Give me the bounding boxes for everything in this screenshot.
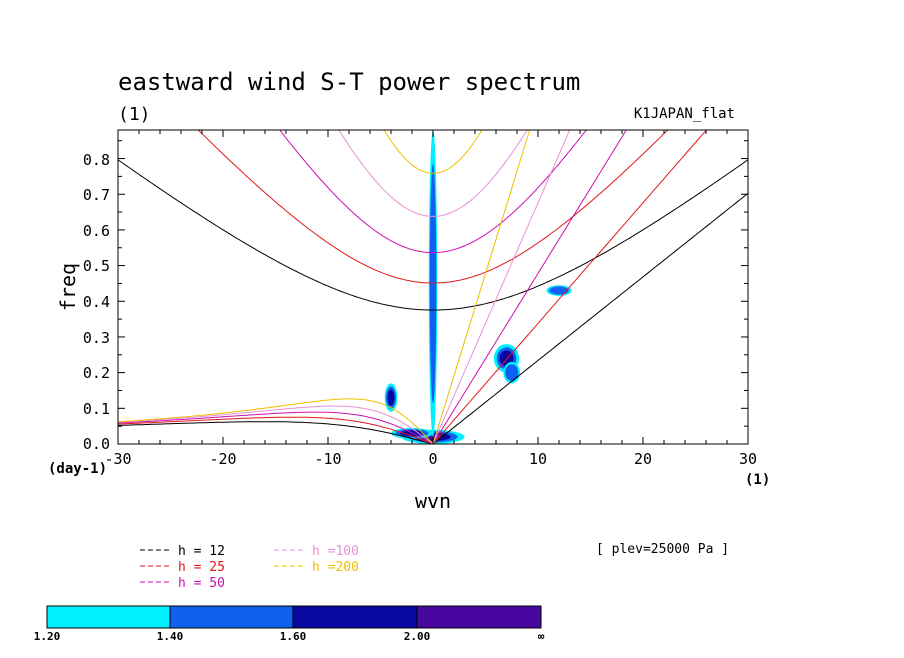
x-tick-label: 30 [739, 450, 757, 468]
colorbar-segment-2 [169, 605, 294, 629]
panel-label: (1) [118, 104, 151, 125]
colorbar-segment-3 [292, 605, 418, 629]
x-tick-label: -30 [104, 450, 131, 468]
kelvin-wave-curve [432, 130, 627, 444]
y-tick-label: 0.0 [83, 435, 110, 453]
contour-fill [387, 389, 395, 406]
ig-wave-curve [338, 130, 528, 217]
rossby-wave-curve [118, 411, 434, 444]
chart-title: eastward wind S-T power spectrum [118, 68, 580, 96]
colorbar-label: 1.40 [157, 630, 184, 643]
x-tick-label: 20 [634, 450, 652, 468]
y-tick-label: 0.7 [83, 186, 110, 204]
y-unit-label: (day-1) [48, 461, 107, 477]
x-tick-label: -20 [209, 450, 236, 468]
y-tick-label: 0.2 [83, 364, 110, 382]
y-tick-label: 0.3 [83, 329, 110, 347]
rossby-wave-curve [118, 416, 434, 444]
x-tick-label: -10 [314, 450, 341, 468]
y-tick-label: 0.5 [83, 257, 110, 275]
ig-wave-curve [279, 130, 587, 254]
colorbar-segment-4 [416, 605, 542, 629]
colorbar-label: 1.20 [34, 630, 61, 643]
legend-label-h25: h = 25 [178, 560, 225, 575]
dispersion-curves-group [118, 130, 748, 444]
ig-wave-curve [118, 159, 748, 311]
dataset-label: K1JAPAN_flat [634, 106, 735, 122]
x-unit-label: (1) [745, 472, 770, 488]
kelvin-wave-curve [432, 130, 708, 444]
colorbar-label: 2.00 [404, 630, 431, 643]
ig-wave-curve [383, 130, 483, 174]
colorbar: 1.20 1.40 1.60 2.00 ∞ [34, 605, 545, 643]
kelvin-wave-curve [432, 130, 571, 444]
y-tick-label: 0.8 [83, 151, 110, 169]
contour-fill-group [384, 130, 572, 444]
colorbar-segment-1 [46, 605, 171, 629]
y-tick-labels: 0.0 0.1 0.2 0.3 0.4 0.5 0.6 0.7 0.8 [83, 151, 110, 453]
x-tick-label: 0 [428, 450, 437, 468]
x-tick-labels: -30 -20 -10 0 10 20 30 [104, 450, 757, 468]
y-tick-label: 0.4 [83, 293, 110, 311]
level-note: [ plev=25000 Pa ] [596, 542, 729, 557]
legend: h = 12 h = 25 h = 50 h =100 h =200 [140, 544, 359, 591]
colorbar-label: 1.60 [280, 630, 307, 643]
y-axis-label: freq [56, 263, 80, 311]
axis-ticks [117, 130, 749, 445]
y-tick-label: 0.6 [83, 222, 110, 240]
rossby-wave-curve [118, 421, 434, 444]
kelvin-wave-curve [432, 130, 531, 444]
y-tick-label: 0.1 [83, 400, 110, 418]
ig-wave-curve [197, 130, 669, 284]
x-axis-label: wvn [415, 489, 451, 513]
x-tick-label: 10 [529, 450, 547, 468]
contour-fill [549, 286, 569, 295]
legend-label-h100: h =100 [312, 544, 359, 559]
legend-label-h50: h = 50 [178, 576, 225, 591]
kelvin-wave-curve [432, 192, 748, 444]
colorbar-label: ∞ [538, 630, 545, 643]
rossby-wave-curve [118, 398, 434, 444]
legend-label-h12: h = 12 [178, 544, 225, 559]
rossby-wave-curve [118, 405, 434, 444]
legend-label-h200: h =200 [312, 560, 359, 575]
contour-fill [505, 364, 519, 381]
